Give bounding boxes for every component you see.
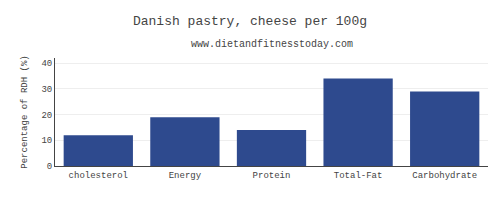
svg-text:40: 40 (41, 59, 52, 69)
svg-text:cholesterol: cholesterol (69, 171, 128, 181)
svg-text:Energy: Energy (169, 171, 202, 181)
svg-text:20: 20 (41, 111, 52, 121)
svg-text:0: 0 (47, 162, 52, 172)
svg-text:www.dietandfitnesstoday.com: www.dietandfitnesstoday.com (191, 39, 353, 50)
svg-text:Total-Fat: Total-Fat (334, 171, 383, 181)
svg-text:Danish pastry, cheese per 100g: Danish pastry, cheese per 100g (133, 14, 367, 29)
svg-text:Carbohydrate: Carbohydrate (412, 171, 477, 181)
svg-text:10: 10 (41, 136, 52, 146)
svg-text:Protein: Protein (253, 171, 291, 181)
svg-text:30: 30 (41, 85, 52, 95)
svg-text:Percentage of RDH (%): Percentage of RDH (%) (20, 55, 30, 168)
